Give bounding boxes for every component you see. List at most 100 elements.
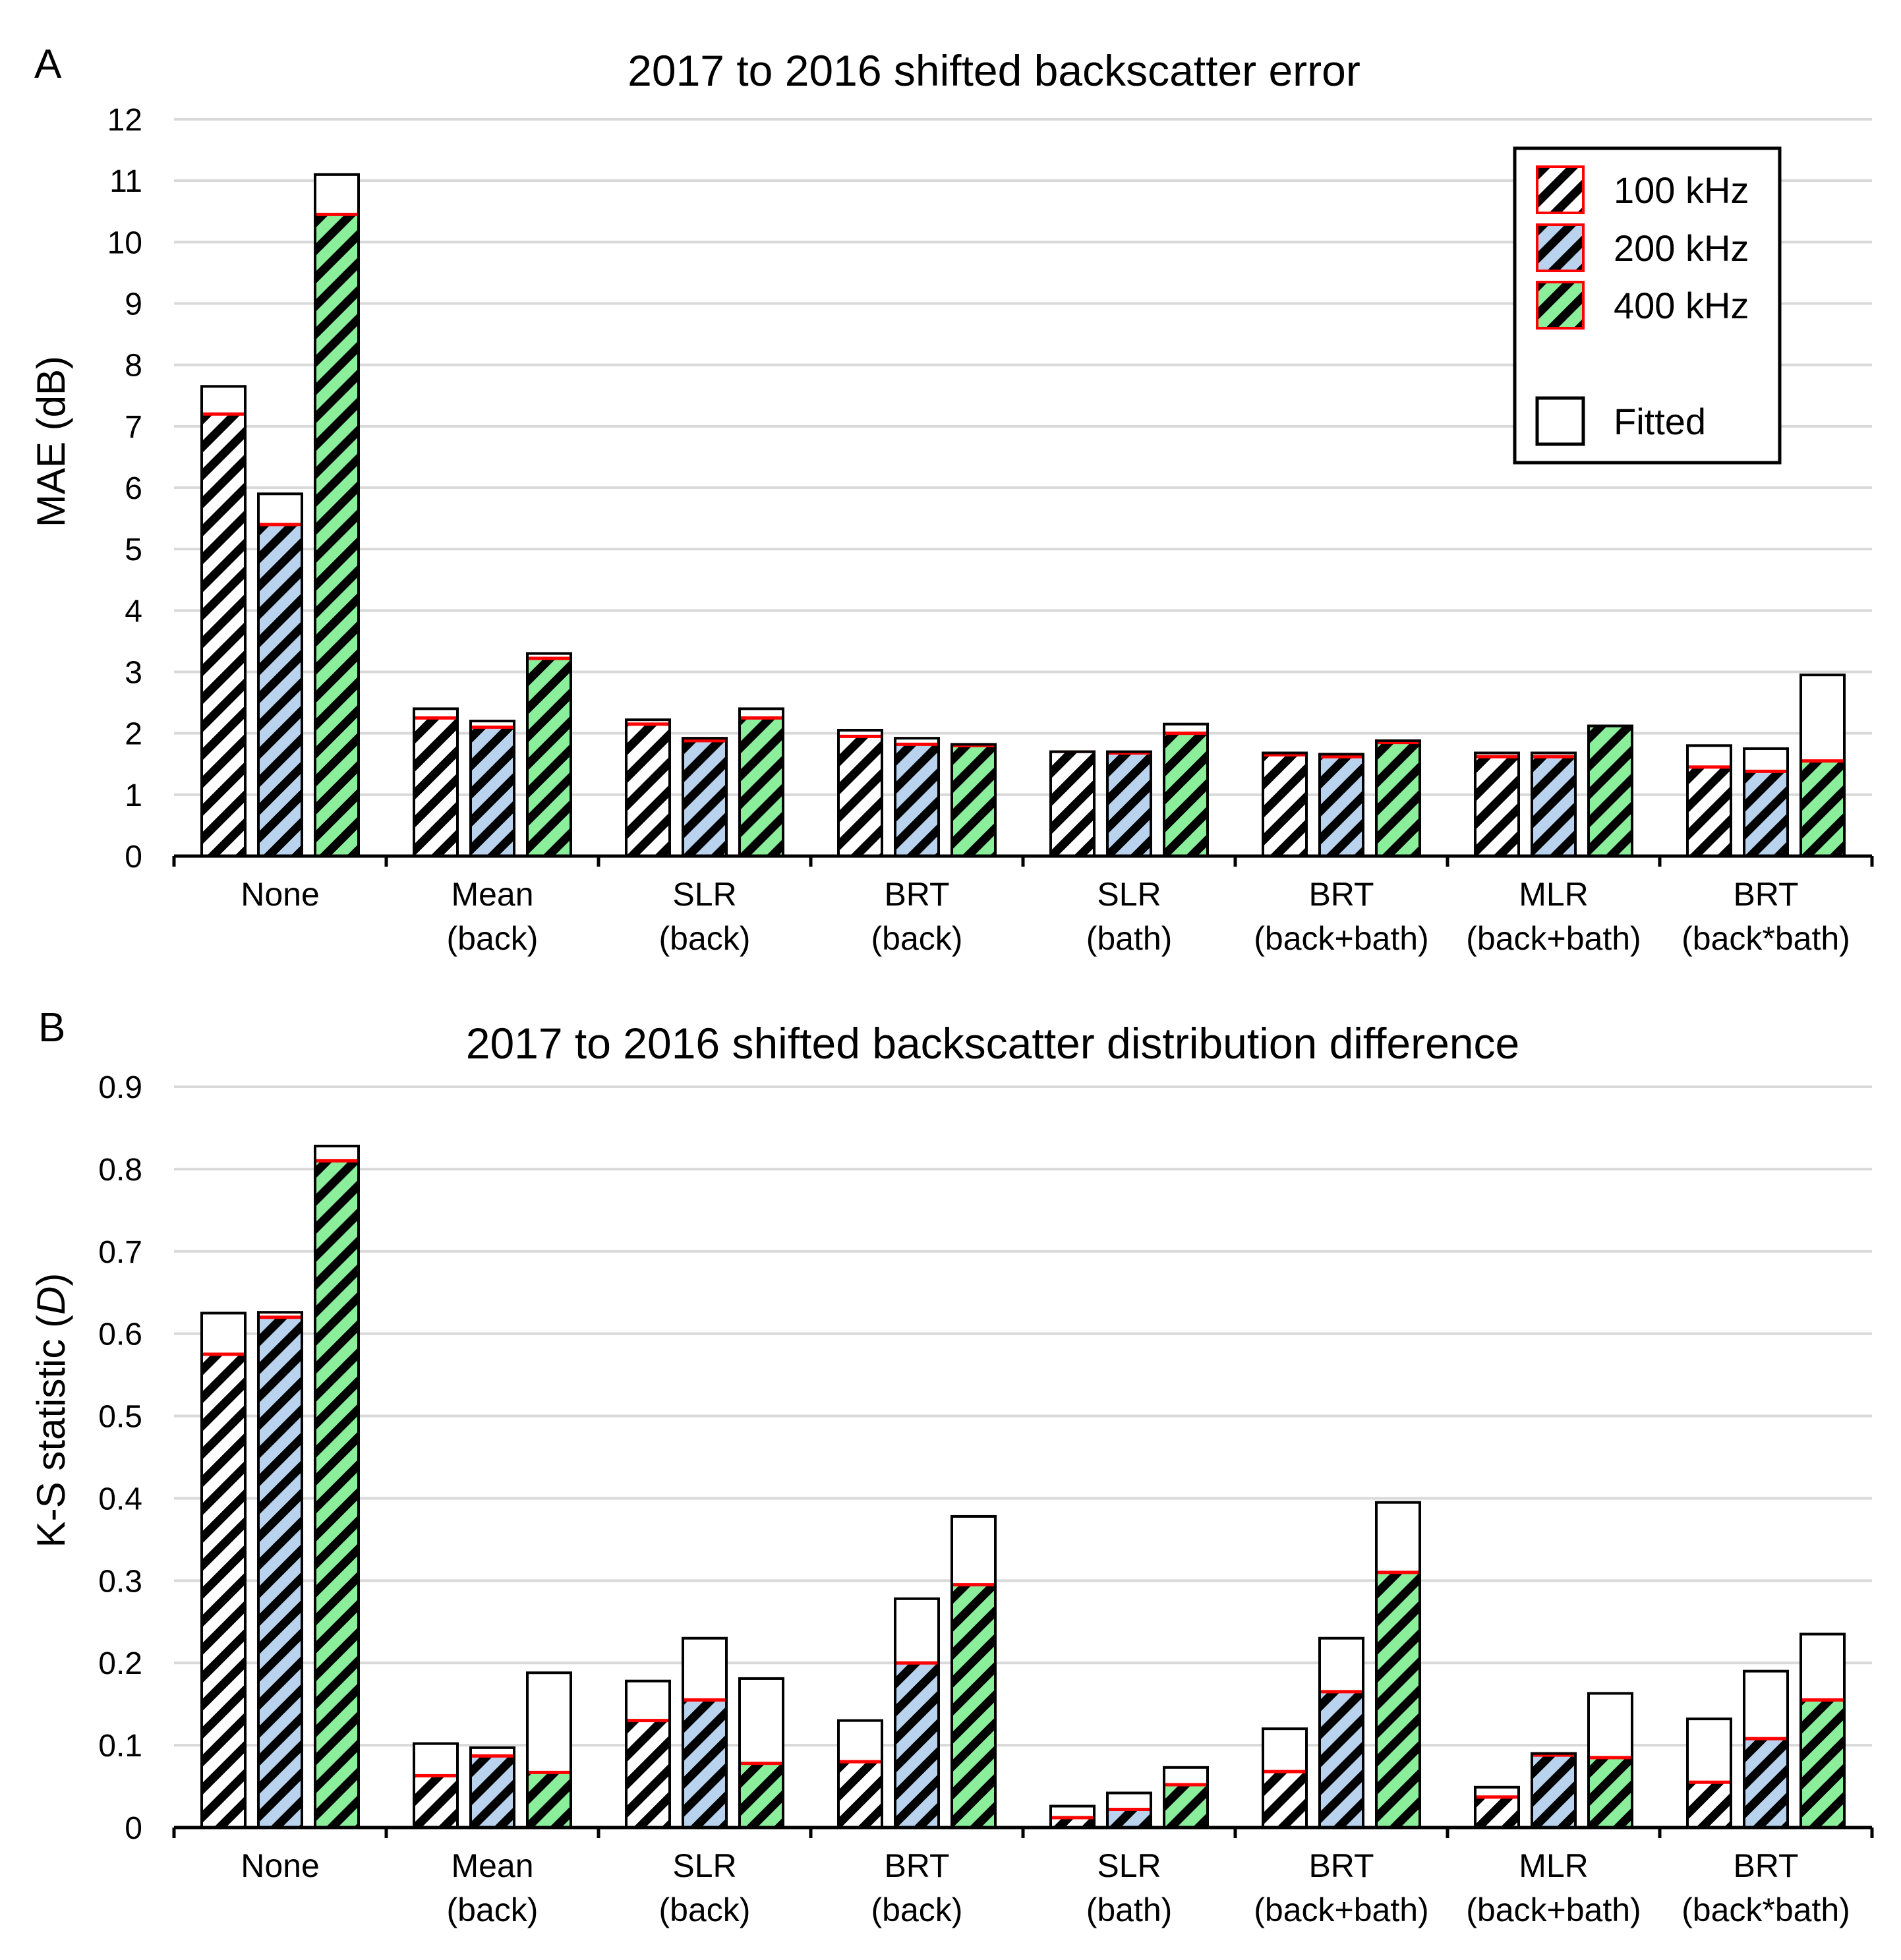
bar-200kHz: [895, 744, 939, 856]
x-axis-b: None Mean (back) SLR (back) BRT (back) SLR (bath…: [172, 1826, 1874, 1928]
bar-200kHz: [683, 740, 726, 856]
x-category-label: BRT: [1733, 876, 1798, 913]
bar-100kHz: [1051, 1818, 1094, 1828]
panel-a: A 2017 to 2016 shifted backscatter error…: [29, 42, 1874, 957]
x-axis-a: None Mean (back) SLR (back) BRT (back) SLR (bath…: [172, 854, 1874, 957]
x-category-sublabel: (back*bath): [1682, 920, 1850, 957]
legend-swatch-100khz: [1536, 165, 1585, 214]
bar-100kHz: [202, 414, 245, 856]
y-tick-label: 6: [125, 471, 142, 506]
bar-100kHz: [414, 718, 457, 856]
x-category-sublabel: (back+bath): [1466, 1891, 1641, 1928]
y-tick-label: 7: [125, 410, 142, 445]
bar-200kHz: [683, 1700, 726, 1828]
y-tick-label: 0: [125, 840, 142, 875]
bar-200kHz: [1320, 757, 1363, 856]
chart-title-b: 2017 to 2016 shifted backscatter distrib…: [466, 1019, 1519, 1068]
bar-400kHz: [527, 658, 571, 856]
y-axis-label-b: K-S statistic (D): [29, 1273, 73, 1548]
bar-400kHz: [1589, 1757, 1632, 1828]
bar-200kHz: [895, 1663, 939, 1828]
x-category-label: Mean: [451, 1847, 533, 1884]
bar-100kHz: [1687, 766, 1731, 856]
legend-label-400khz: 400 kHz: [1614, 285, 1749, 326]
x-category-sublabel: (back+bath): [1254, 920, 1428, 957]
x-category-sublabel: (back): [659, 920, 751, 957]
x-category-sublabel: (bath): [1086, 1891, 1173, 1928]
y-tick-label: 3: [125, 656, 142, 691]
y-tick-label: 10: [107, 225, 142, 260]
x-category-label: SLR: [672, 1847, 736, 1884]
bar-100kHz: [1475, 1797, 1519, 1828]
x-category-sublabel: (back+bath): [1466, 920, 1641, 957]
legend-label-200khz: 200 kHz: [1614, 227, 1749, 269]
x-category-label: Mean: [451, 876, 533, 913]
bar-200kHz: [258, 524, 302, 856]
gridlines-b: [174, 1085, 1872, 1747]
panel-label-b: B: [38, 1005, 65, 1051]
x-category-sublabel: (back*bath): [1682, 1891, 1850, 1928]
legend-label-100khz: 100 kHz: [1614, 169, 1749, 211]
legend-swatch-200khz: [1536, 223, 1585, 272]
legend-swatch-fitted: [1535, 396, 1585, 446]
bar-400kHz: [315, 1161, 359, 1828]
y-tick-label: 11: [109, 164, 142, 199]
bar-400kHz: [1164, 1785, 1208, 1828]
y-ticks-b: 0 0.1 0.2 0.3 0.4 0.5 0.6 0.7 0.8 0.9: [98, 1070, 142, 1846]
bars-b: [200, 1144, 1846, 1830]
x-category-sublabel: (back): [447, 1891, 539, 1928]
x-category-sublabel: (back): [447, 920, 539, 957]
legend-label-fitted: Fitted: [1614, 401, 1706, 442]
y-tick-label: 0.7: [98, 1235, 142, 1270]
bar-200kHz: [258, 1317, 302, 1828]
bar-100kHz: [626, 724, 670, 856]
bar-200kHz: [471, 1756, 514, 1828]
x-category-label: None: [241, 1847, 320, 1884]
panel-b: B 2017 to 2016 shifted backscatter distr…: [29, 1005, 1874, 1928]
bar-400kHz: [740, 1763, 783, 1828]
bar-200kHz: [1532, 1755, 1575, 1828]
bar-400kHz: [315, 214, 359, 856]
y-axis-label-b-end: ): [29, 1273, 73, 1286]
x-category-label: SLR: [672, 876, 736, 913]
panel-label-a: A: [34, 42, 62, 87]
bar-100kHz: [1687, 1782, 1731, 1828]
x-category-label: SLR: [1097, 876, 1161, 913]
bar-200kHz: [1107, 753, 1151, 856]
y-tick-label: 0.9: [98, 1070, 142, 1105]
bar-100kHz: [626, 1720, 670, 1828]
bar-400kHz: [952, 745, 995, 856]
bar-400kHz: [527, 1772, 571, 1828]
bar-100kHz: [1475, 757, 1519, 856]
bar-100kHz: [414, 1775, 457, 1828]
y-tick-label: 0.5: [98, 1400, 142, 1435]
bar-100kHz: [1263, 1772, 1306, 1828]
x-category-label: MLR: [1519, 1847, 1589, 1884]
bar-200kHz: [1107, 1809, 1151, 1828]
bar-400kHz: [1589, 726, 1632, 856]
y-axis-label-b-var: D: [29, 1286, 73, 1315]
x-category-sublabel: (back): [871, 1891, 963, 1928]
y-axis-label-a: MAE (dB): [29, 356, 73, 527]
bar-400kHz: [1376, 742, 1420, 856]
bar-200kHz: [1744, 1739, 1788, 1828]
y-tick-label: 12: [107, 103, 142, 138]
bar-200kHz: [1744, 771, 1788, 856]
bar-400kHz: [1801, 761, 1844, 856]
bar-100kHz: [1263, 755, 1306, 856]
y-tick-label: 9: [125, 287, 142, 322]
bar-400kHz: [952, 1584, 995, 1828]
y-tick-label: 0: [125, 1811, 142, 1846]
x-category-sublabel: (bath): [1086, 920, 1173, 957]
x-category-label: BRT: [1308, 876, 1374, 913]
bar-400kHz: [1376, 1572, 1420, 1828]
y-tick-label: 2: [125, 717, 142, 752]
chart-title-a: 2017 to 2016 shifted backscatter error: [628, 46, 1360, 95]
y-tick-label: 0.4: [98, 1482, 142, 1516]
bar-100kHz: [838, 736, 882, 856]
bars-a: [200, 173, 1846, 858]
bar-400kHz: [1164, 733, 1208, 856]
bar-100kHz: [1051, 751, 1094, 856]
